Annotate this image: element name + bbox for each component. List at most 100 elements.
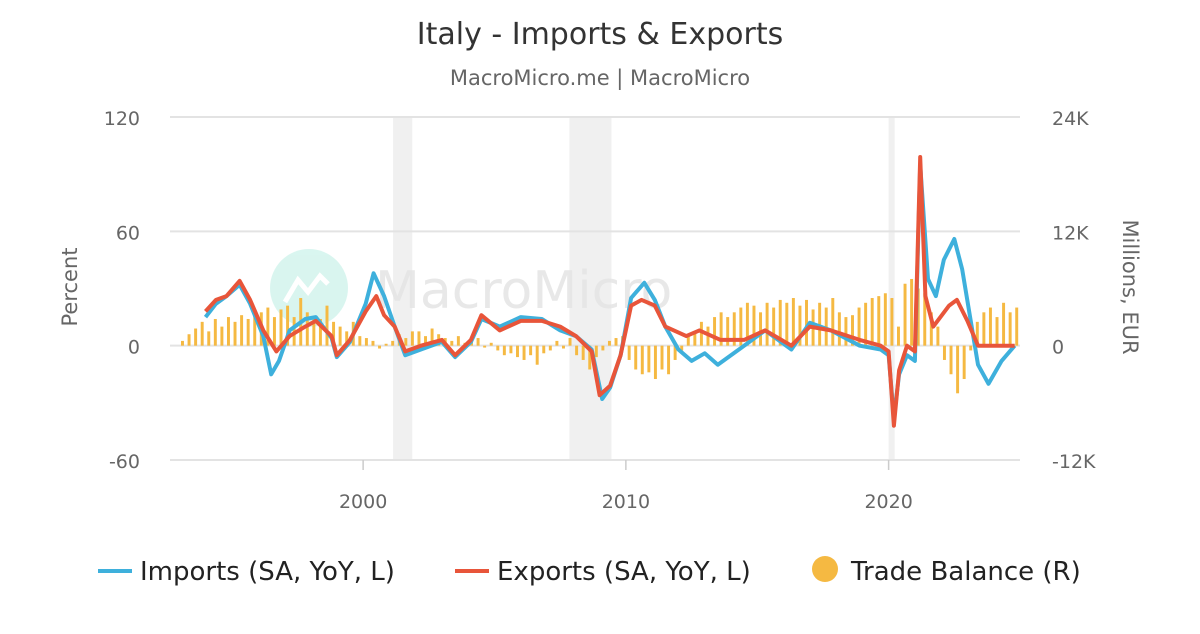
left-tick-label: 0 bbox=[128, 337, 140, 359]
trade-balance-bar bbox=[384, 343, 388, 346]
trade-balance-bar bbox=[332, 321, 336, 346]
trade-balance-bar bbox=[975, 321, 979, 346]
trade-balance-bar bbox=[739, 307, 743, 346]
trade-balance-bar bbox=[640, 345, 644, 375]
legend-trade-balance-label: Trade Balance (R) bbox=[850, 557, 1081, 587]
trade-balance-bar bbox=[916, 288, 920, 346]
trade-balance-bar bbox=[864, 302, 868, 346]
trade-balance-bar bbox=[969, 345, 973, 351]
legend-imports-label: Imports (SA, YoY, L) bbox=[140, 557, 395, 587]
legend: Imports (SA, YoY, L) Exports (SA, YoY, L… bbox=[98, 556, 1081, 587]
trade-balance-bar bbox=[233, 321, 237, 346]
trade-balance-bar bbox=[680, 345, 684, 351]
trade-balance-bar bbox=[647, 345, 651, 373]
recession-band bbox=[888, 117, 895, 460]
trade-balance-bar bbox=[529, 345, 533, 356]
trade-balance-bar bbox=[568, 338, 572, 346]
left-tick-label: 60 bbox=[116, 222, 140, 244]
trade-balance-bar bbox=[929, 312, 933, 346]
trade-balance-bar bbox=[877, 296, 881, 346]
recession-band bbox=[569, 117, 612, 460]
trade-balance-bar bbox=[358, 336, 362, 346]
legend-trade-balance-swatch bbox=[812, 556, 838, 582]
trade-balance-bar bbox=[653, 345, 657, 380]
trade-balance-bar bbox=[607, 340, 611, 346]
trade-balance-bar bbox=[673, 345, 677, 360]
trade-balance-bar bbox=[962, 345, 966, 380]
x-tick-label: 2000 bbox=[339, 491, 387, 513]
trade-balance-bar bbox=[890, 298, 894, 346]
trade-balance-bar bbox=[923, 293, 927, 346]
trade-balance-bar bbox=[726, 317, 730, 346]
trade-balance-bar bbox=[417, 331, 421, 346]
trade-balance-bar bbox=[561, 345, 565, 349]
trade-balance-bar bbox=[496, 345, 500, 351]
trade-balance-bar bbox=[404, 338, 408, 346]
trade-balance-bar bbox=[318, 318, 322, 346]
series-lines bbox=[203, 155, 1017, 428]
trade-balance-bar bbox=[1002, 302, 1006, 346]
trade-balance-bar bbox=[272, 317, 276, 346]
trade-balance-bar bbox=[791, 298, 795, 346]
trade-balance-bar bbox=[253, 312, 257, 346]
chart-title: Italy - Imports & Exports bbox=[417, 17, 783, 52]
trade-balance-bar bbox=[489, 342, 493, 346]
trade-balance-bar bbox=[502, 345, 506, 356]
trade-balance-bar bbox=[732, 312, 736, 346]
trade-balance-bar bbox=[220, 326, 224, 346]
trade-balance-bar bbox=[837, 312, 841, 346]
trade-balance-bar bbox=[772, 307, 776, 346]
right-tick-label: 0 bbox=[1052, 337, 1064, 359]
legend-item-imports[interactable]: Imports (SA, YoY, L) bbox=[98, 557, 395, 587]
chart-subtitle: MacroMicro.me | MacroMicro bbox=[450, 66, 750, 91]
trade-balance-bar bbox=[857, 307, 861, 346]
right-tick-label: 24K bbox=[1052, 108, 1089, 130]
legend-item-trade-balance[interactable]: Trade Balance (R) bbox=[812, 556, 1081, 587]
trade-balance-bar bbox=[903, 283, 907, 346]
trade-balance-bar bbox=[456, 336, 460, 346]
trade-balance-bar bbox=[785, 302, 789, 346]
trade-balance-bar bbox=[660, 345, 664, 370]
trade-balance-bar bbox=[213, 318, 217, 346]
trade-balance-bar bbox=[581, 345, 585, 360]
trade-balance-bar bbox=[693, 331, 697, 346]
trade-balance-bar bbox=[371, 340, 375, 346]
legend-item-exports[interactable]: Exports (SA, YoY, L) bbox=[455, 557, 751, 587]
watermark-logo-line bbox=[282, 272, 330, 304]
trade-balance-bar bbox=[305, 312, 309, 346]
trade-balance-bar bbox=[896, 326, 900, 346]
trade-balance-bar bbox=[424, 336, 428, 346]
trade-balance-bar bbox=[391, 340, 395, 346]
trade-balance-bar bbox=[450, 340, 454, 346]
trade-balance-bar bbox=[181, 340, 184, 346]
trade-balance-bar bbox=[345, 331, 349, 346]
trade-balance-bar bbox=[364, 338, 368, 346]
trade-balance-bar bbox=[995, 317, 999, 346]
trade-balance-bar bbox=[509, 345, 513, 354]
trade-balance-bar bbox=[634, 345, 638, 370]
trade-balance-bar bbox=[851, 315, 854, 346]
trade-balance-bar bbox=[548, 345, 552, 351]
trade-balance-bar bbox=[824, 307, 828, 346]
trade-balance-bar bbox=[279, 309, 283, 346]
trade-balance-bar bbox=[949, 345, 953, 375]
recession-band bbox=[393, 117, 413, 460]
right-tick-label: 12K bbox=[1052, 222, 1089, 244]
trade-balance-bar bbox=[200, 321, 204, 346]
trade-balance-bar bbox=[936, 326, 940, 346]
trade-balance-bar bbox=[870, 298, 874, 346]
trade-balance-bar bbox=[614, 338, 618, 346]
x-tick-label: 2020 bbox=[864, 491, 912, 513]
trade-balance-bar bbox=[483, 345, 487, 348]
trade-balance-bar bbox=[601, 345, 605, 351]
trade-balance-bar bbox=[555, 340, 559, 346]
trade-balance-bar bbox=[765, 302, 769, 346]
trade-balance-bar bbox=[956, 345, 960, 394]
trade-balance-bar bbox=[312, 317, 316, 346]
trade-balance-bar bbox=[542, 345, 546, 354]
trade-balance-bar bbox=[522, 345, 526, 360]
trade-balance-bar bbox=[594, 345, 598, 358]
trade-balance-bar bbox=[1008, 312, 1012, 346]
trade-balance-bar bbox=[1015, 307, 1019, 346]
